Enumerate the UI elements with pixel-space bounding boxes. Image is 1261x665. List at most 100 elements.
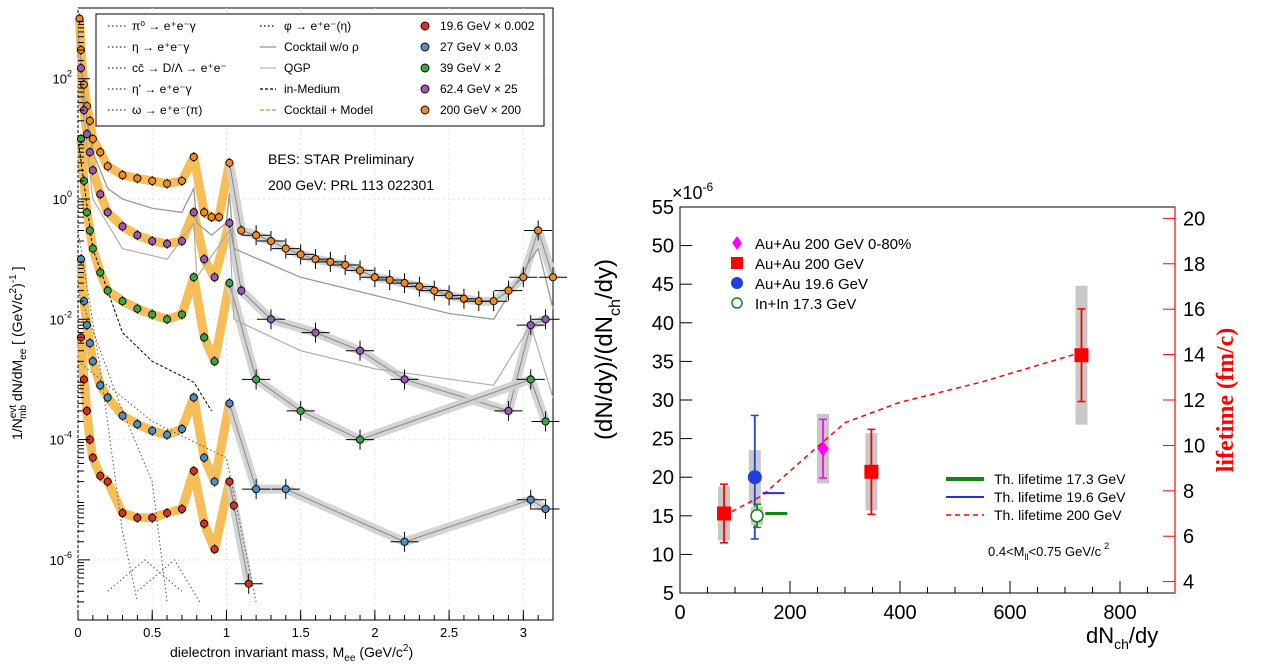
- left-data-point: [541, 417, 550, 426]
- left-data-point: [526, 375, 535, 384]
- left-data-point: [189, 152, 198, 162]
- right-x-tick-label: 800: [1103, 602, 1136, 624]
- left-legend-label: 27 GeV × 0.03: [440, 40, 518, 54]
- left-data-point: [281, 244, 290, 253]
- right-y-tick-label: 40: [652, 313, 674, 335]
- left-data-point: [85, 148, 94, 157]
- left-data-point: [225, 399, 234, 408]
- left-data-point: [163, 179, 172, 188]
- left-data-point: [225, 158, 234, 167]
- left-legend-label: η' → e⁺e⁻γ: [132, 82, 192, 96]
- left-grey-band-line: [228, 282, 547, 441]
- left-data-point: [88, 244, 97, 253]
- left-data-point: [200, 519, 209, 528]
- left-data-point: [400, 375, 409, 384]
- left-data-point: [189, 466, 198, 476]
- left-legend-label: QGP: [284, 61, 311, 75]
- left-component-dotted: [77, 230, 138, 603]
- left-data-point: [82, 208, 91, 217]
- left-data-point: [189, 273, 198, 282]
- left-cocktail-low-curve: [77, 60, 554, 398]
- left-data-point: [85, 116, 94, 125]
- right-data-point: [747, 470, 762, 485]
- left-grey-band-line: [228, 481, 250, 584]
- left-grey-band: [225, 402, 548, 547]
- left-data-point: [252, 485, 261, 494]
- left-data-point: [207, 213, 216, 222]
- left-data-point: [103, 393, 112, 402]
- left-model-band: [76, 67, 234, 282]
- left-legend-label: φ → e⁺e⁻(η): [284, 19, 351, 33]
- left-x-tick-label: 2: [371, 625, 378, 640]
- left-data-point: [76, 64, 86, 73]
- left-legend-label: in-Medium: [284, 82, 340, 96]
- left-data-point: [200, 255, 209, 264]
- left-data-point: [118, 509, 127, 518]
- left-component-dotted: [77, 360, 257, 603]
- right-y-tick-label: 35: [652, 351, 674, 373]
- left-data-point: [177, 236, 186, 246]
- left-data-point: [266, 315, 276, 324]
- left-data-point: [133, 231, 142, 240]
- left-data-point: [296, 250, 305, 259]
- left-data-point: [252, 375, 261, 384]
- right-x-tick-label: 600: [993, 602, 1026, 624]
- left-cocktail-curve: [77, 31, 554, 320]
- left-data-point: [177, 504, 186, 514]
- left-component-dotted: [137, 559, 201, 603]
- right-annotation-mass: 0.4<Mll<0.75 GeV/c 2: [988, 541, 1109, 562]
- left-data-point: [210, 273, 219, 282]
- left-x-axis-label: dielectron invariant mass, Mee (GeV/c2): [170, 643, 413, 664]
- left-data-point: [79, 375, 88, 384]
- left-data-point: [210, 477, 219, 486]
- left-data-point: [133, 174, 142, 183]
- annotation-bes: BES: STAR Preliminary: [268, 151, 414, 167]
- left-data-point: [133, 304, 142, 313]
- left-data-point: [266, 236, 276, 246]
- left-data-point: [118, 171, 127, 180]
- left-component-dotted: [107, 559, 183, 592]
- left-data-point: [103, 208, 112, 217]
- left-y-tick-label: 10-2: [50, 309, 72, 327]
- right-y2-tick-label: 10: [1183, 435, 1205, 457]
- left-data-point: [96, 190, 105, 199]
- right-x-axis-label: dNch/dy: [1086, 623, 1158, 652]
- left-x-tick-label: 0: [74, 625, 81, 640]
- right-y-tick-label: 25: [652, 429, 674, 451]
- right-legend-label: Au+Au 19.6 GeV: [755, 276, 868, 293]
- left-data-point: [210, 357, 219, 366]
- left-x-tick-label: 0.5: [143, 625, 161, 640]
- left-data-point: [415, 282, 424, 291]
- left-data-point: [244, 579, 253, 588]
- left-data-point: [400, 279, 409, 288]
- left-data-point: [225, 218, 234, 227]
- left-legend-marker: [420, 63, 430, 73]
- left-data-point: [541, 315, 550, 324]
- left-data-point: [526, 321, 535, 330]
- left-data-point: [341, 260, 350, 270]
- right-y-tick-label: 50: [652, 236, 674, 258]
- left-x-tick-label: 2.5: [440, 625, 458, 640]
- left-y-axis-label: 1/Nevtmb dN/dMee [ (GeV/c2)-1 ]: [8, 267, 29, 440]
- left-data-point: [103, 286, 112, 295]
- left-data-point: [385, 275, 394, 285]
- left-x-tick-label: 1.5: [292, 625, 310, 640]
- left-data-point: [430, 286, 439, 295]
- left-y-tick-label: 100: [53, 189, 72, 207]
- left-data-point: [163, 430, 172, 439]
- right-y-tick-label: 15: [652, 506, 674, 528]
- right-y-scale: ×10-6: [672, 180, 714, 203]
- left-data-point: [88, 357, 97, 366]
- left-y-tick-label: 10-4: [50, 430, 72, 448]
- left-data-point: [96, 148, 105, 157]
- left-data-point: [355, 266, 365, 275]
- left-data-point: [237, 286, 246, 295]
- left-data-point: [281, 485, 290, 494]
- right-data-point: [717, 506, 731, 521]
- left-data-point: [103, 162, 112, 171]
- left-legend-marker: [420, 105, 430, 115]
- left-legend-label: ω → e⁺e⁻(π): [132, 103, 202, 117]
- left-data-point: [148, 236, 157, 246]
- right-data-point: [732, 236, 742, 250]
- left-data-point: [200, 208, 209, 217]
